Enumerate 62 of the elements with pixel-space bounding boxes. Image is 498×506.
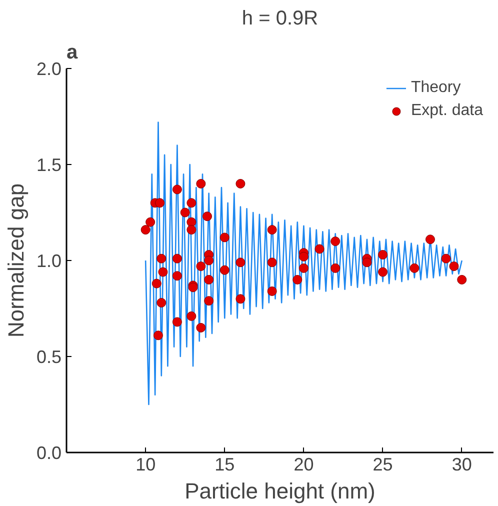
point	[267, 286, 277, 296]
point	[172, 184, 182, 194]
text: a	[66, 42, 78, 64]
point	[172, 271, 182, 281]
x-tick-label: 30	[452, 454, 472, 474]
point	[156, 254, 166, 264]
point	[220, 232, 230, 242]
point	[180, 208, 190, 218]
point	[236, 294, 246, 304]
point	[172, 317, 182, 327]
point	[196, 322, 206, 332]
point	[457, 274, 467, 284]
point	[314, 244, 324, 254]
point	[158, 267, 168, 277]
x-tick-label: 10	[136, 454, 156, 474]
legend-label: Theory	[410, 79, 461, 97]
y-tick-label: 0.5	[36, 347, 62, 367]
point	[153, 330, 163, 340]
y-tick-label: 1.5	[36, 155, 62, 175]
point	[449, 262, 459, 271]
point	[330, 263, 340, 273]
x-tick-label: 20	[294, 454, 314, 474]
y-axis-title: Normalized gap	[3, 183, 28, 338]
point	[292, 274, 302, 284]
point	[362, 258, 372, 268]
point	[155, 198, 165, 208]
chart-title: h = 0.9R	[242, 8, 318, 30]
point	[441, 254, 451, 264]
point	[236, 178, 246, 188]
point	[236, 258, 246, 268]
point	[410, 263, 420, 273]
point	[146, 217, 156, 227]
point	[186, 217, 196, 227]
legend-label: Expt. data	[410, 102, 483, 120]
point	[186, 198, 196, 208]
y-tick-label: 0.0	[36, 443, 62, 463]
point	[152, 278, 162, 288]
point	[330, 236, 340, 246]
x-tick-label: 25	[372, 454, 393, 474]
point	[204, 274, 214, 284]
point	[202, 212, 212, 222]
point	[172, 254, 182, 264]
point	[267, 258, 277, 268]
point	[267, 225, 277, 235]
point	[378, 250, 388, 260]
point	[204, 256, 214, 266]
point	[140, 225, 150, 235]
point	[425, 234, 435, 244]
point	[298, 252, 308, 262]
point	[196, 262, 206, 271]
point	[186, 311, 196, 321]
y-tick-label: 1.0	[36, 251, 62, 271]
x-axis-title: Particle height (nm)	[184, 478, 376, 504]
y-tick-label: 2.0	[36, 59, 62, 79]
x-tick-label: 15	[214, 454, 235, 474]
point	[156, 298, 166, 308]
point	[220, 265, 230, 275]
point	[378, 267, 388, 277]
point	[298, 263, 308, 273]
point	[204, 296, 214, 306]
point	[186, 225, 196, 235]
point	[196, 178, 206, 188]
